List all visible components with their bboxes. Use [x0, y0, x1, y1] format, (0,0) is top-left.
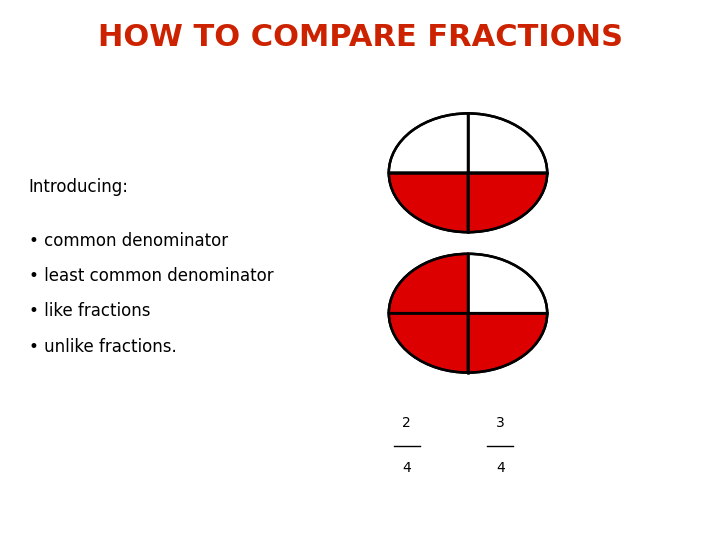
- Text: 4: 4: [402, 461, 411, 475]
- Text: • unlike fractions.: • unlike fractions.: [29, 338, 176, 355]
- Text: 3: 3: [496, 416, 505, 430]
- Text: 4: 4: [496, 461, 505, 475]
- Text: • least common denominator: • least common denominator: [29, 267, 274, 285]
- Wedge shape: [468, 173, 547, 232]
- Text: HOW TO COMPARE FRACTIONS: HOW TO COMPARE FRACTIONS: [97, 23, 623, 52]
- Text: • common denominator: • common denominator: [29, 232, 228, 250]
- Wedge shape: [389, 113, 468, 173]
- Text: • like fractions: • like fractions: [29, 302, 150, 320]
- Wedge shape: [389, 313, 468, 373]
- Wedge shape: [468, 313, 547, 373]
- Wedge shape: [468, 113, 547, 173]
- Wedge shape: [389, 173, 468, 232]
- Wedge shape: [389, 254, 468, 313]
- Text: 2: 2: [402, 416, 411, 430]
- Wedge shape: [468, 254, 547, 313]
- Text: Introducing:: Introducing:: [29, 178, 129, 196]
